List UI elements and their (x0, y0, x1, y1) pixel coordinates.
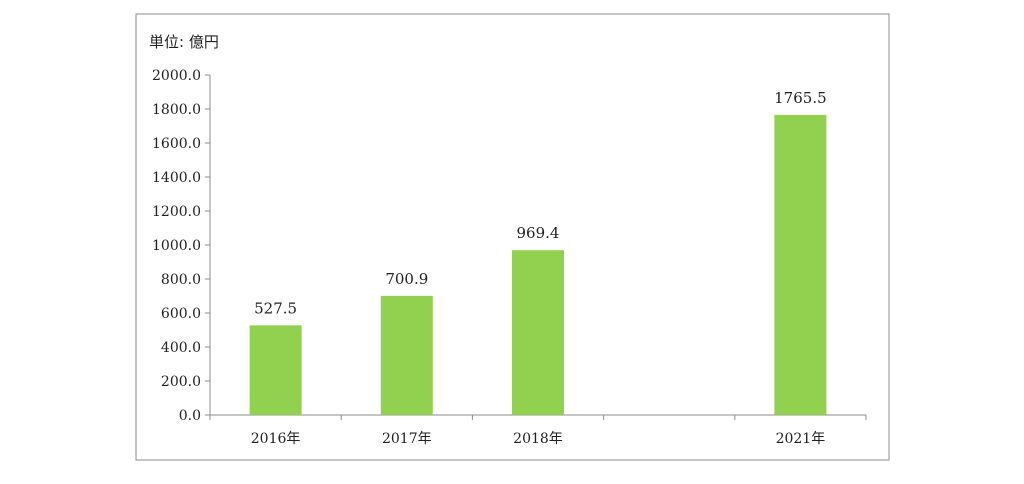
unit-label: 単位: 億円 (149, 33, 219, 51)
y-tick-label: 600.0 (161, 306, 201, 322)
y-tick-label: 200.0 (161, 374, 201, 390)
y-tick-label: 1400.0 (152, 170, 201, 186)
y-tick-label: 1000.0 (152, 238, 201, 254)
bar (512, 250, 564, 415)
y-tick-label: 800.0 (161, 272, 201, 288)
bar (249, 325, 302, 415)
x-category-label: 2016年 (251, 431, 301, 447)
x-category-label: 2017年 (382, 431, 432, 447)
bar (380, 295, 433, 415)
y-tick-label: 0.0 (179, 408, 201, 424)
y-tick-label: 400.0 (161, 340, 201, 356)
bar (774, 114, 827, 416)
y-tick-label: 2000.0 (152, 68, 201, 84)
data-label: 700.9 (385, 270, 428, 288)
data-label: 969.4 (517, 224, 560, 242)
data-label: 527.5 (254, 299, 297, 317)
x-category-label: 2021年 (776, 431, 826, 447)
x-category-label: 2018年 (513, 431, 563, 447)
plot-area: 0.0 200.0 400.0 600.0 800.0 1000.0 1200.0 1400.… (152, 68, 867, 447)
data-label: 1765.5 (774, 89, 827, 107)
y-tick-label: 1600.0 (152, 136, 201, 152)
y-tick-label: 1800.0 (152, 102, 201, 118)
y-tick-label: 1200.0 (152, 204, 201, 220)
